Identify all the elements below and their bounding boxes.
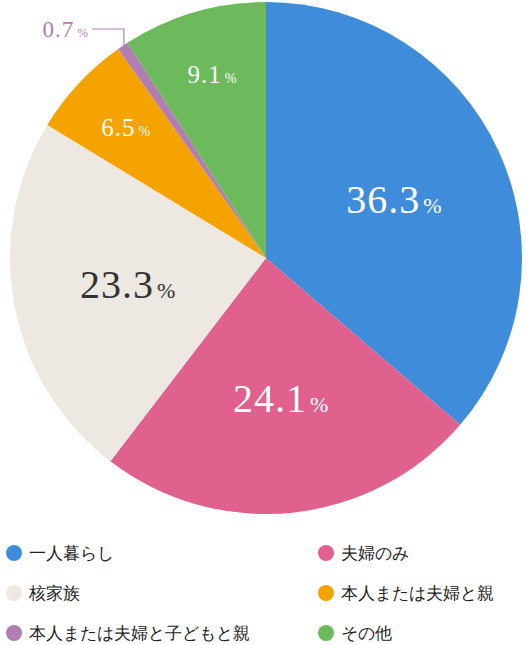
legend-swatch [318,585,334,601]
legend-item: 夫婦のみ [318,543,409,563]
legend-item: 一人暮らし [6,543,114,563]
chart: 36.3%24.1%23.3%6.5%0.7%9.1%一人暮らし夫婦のみ核家族本… [0,0,531,645]
data-label: 23.3% [80,262,175,307]
pie-slice [127,2,266,258]
legend-swatch [6,625,22,641]
legend-label: 本人または夫婦と子どもと親 [29,623,250,643]
legend-label: 核家族 [28,583,80,603]
legend-label: その他 [341,623,392,643]
legend-swatch [318,625,334,641]
legend-item: その他 [318,623,392,643]
slices [10,2,522,514]
legend-label: 夫婦のみ [341,543,409,563]
legend-swatch [6,585,22,601]
data-label: 36.3% [346,177,441,222]
legend-label: 一人暮らし [29,543,114,563]
data-label: 24.1% [233,376,328,421]
data-label: 0.7% [42,17,88,42]
data-labels: 36.3% 24.1% 23.3% 6.5% 0.7% 9.1% [42,17,441,421]
legend-swatch [6,545,22,561]
legend: 一人暮らし 夫婦のみ核家族 本人または夫婦と親本人または夫婦と子どもと親 その他 [6,543,494,643]
data-label: 6.5% [101,114,150,141]
legend-label: 本人または夫婦と親 [341,583,494,603]
leader-line [92,29,124,47]
data-label: 9.1% [187,61,236,88]
legend-item: 本人または夫婦と子どもと親 [6,623,250,643]
legend-item: 核家族 [6,583,80,603]
legend-swatch [318,545,334,561]
legend-item: 本人または夫婦と親 [318,583,494,603]
